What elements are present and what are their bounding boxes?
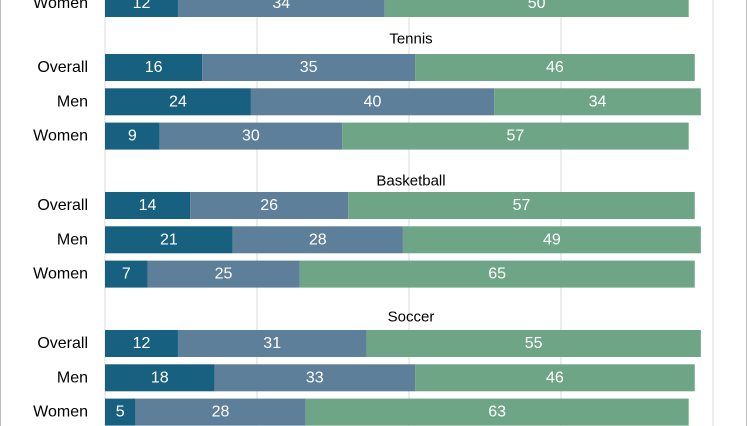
bar-segment xyxy=(494,88,701,116)
bar-segment xyxy=(348,192,695,219)
category-label: Overall xyxy=(37,59,88,76)
category-label: Women xyxy=(33,128,88,145)
data-label: 31 xyxy=(263,335,281,352)
category-label: Men xyxy=(57,93,88,110)
bar-segment xyxy=(305,398,689,426)
bar-segment xyxy=(342,122,689,150)
data-label: 46 xyxy=(546,59,564,76)
bar-segment xyxy=(105,226,233,254)
panel-title: Soccer xyxy=(388,309,435,326)
data-label: 49 xyxy=(543,231,561,248)
bar-segment xyxy=(232,226,403,254)
data-label: 12 xyxy=(133,0,151,12)
bar-segment xyxy=(366,330,701,357)
data-label: 21 xyxy=(160,231,178,248)
data-label: 65 xyxy=(488,266,506,283)
category-label: Men xyxy=(57,231,88,248)
data-label: 12 xyxy=(133,335,151,352)
data-label: 26 xyxy=(260,197,278,214)
data-label: 9 xyxy=(128,128,137,145)
data-label: 46 xyxy=(546,369,564,386)
bar-segment xyxy=(415,54,695,81)
bar-segment xyxy=(105,364,215,392)
category-label: Women xyxy=(33,0,88,12)
category-label: Women xyxy=(33,404,88,421)
panel-title: Tennis xyxy=(389,31,432,48)
bar-segment xyxy=(135,398,306,426)
bar-segment xyxy=(105,122,160,150)
bar-segment xyxy=(214,364,416,392)
data-label: 50 xyxy=(528,0,546,12)
bar-segment xyxy=(105,0,178,17)
data-label: 24 xyxy=(169,93,187,110)
category-label: Overall xyxy=(37,335,88,352)
data-label: 5 xyxy=(116,404,125,421)
bar-segment xyxy=(159,122,343,150)
bar-segment xyxy=(177,330,367,357)
data-label: 34 xyxy=(589,93,607,110)
bar-segment xyxy=(250,88,495,116)
data-label: 55 xyxy=(525,335,543,352)
bar-segment xyxy=(299,260,695,288)
data-label: 30 xyxy=(242,128,260,145)
category-label: Women xyxy=(33,266,88,283)
bar-segment xyxy=(415,364,695,392)
panel-title: Basketball xyxy=(376,173,445,190)
bar-segment xyxy=(402,226,701,254)
bar-segment xyxy=(105,260,148,288)
data-label: 16 xyxy=(145,59,163,76)
bar-segment xyxy=(105,54,203,81)
bar-segment xyxy=(190,192,349,219)
bar-segment xyxy=(105,88,251,116)
bar-segment xyxy=(147,260,300,288)
bar-segment xyxy=(105,192,191,219)
category-label: Overall xyxy=(37,197,88,214)
bar-segment xyxy=(202,54,416,81)
data-label: 40 xyxy=(364,93,382,110)
bar-segment xyxy=(105,330,178,357)
chart-frame-left xyxy=(0,0,1,426)
data-label: 33 xyxy=(306,369,324,386)
bar-segment xyxy=(177,0,385,17)
data-label: 14 xyxy=(139,197,157,214)
data-label: 63 xyxy=(488,404,506,421)
data-label: 35 xyxy=(300,59,318,76)
data-label: 28 xyxy=(309,231,327,248)
bar-segment xyxy=(384,0,689,17)
data-label: 18 xyxy=(151,369,169,386)
data-label: 7 xyxy=(122,266,131,283)
data-label: 28 xyxy=(212,404,230,421)
category-label: Men xyxy=(57,369,88,386)
bar-segment xyxy=(105,398,136,426)
data-label: 34 xyxy=(272,0,290,12)
data-label: 25 xyxy=(215,266,233,283)
data-label: 57 xyxy=(513,197,531,214)
data-label: 57 xyxy=(507,128,525,145)
